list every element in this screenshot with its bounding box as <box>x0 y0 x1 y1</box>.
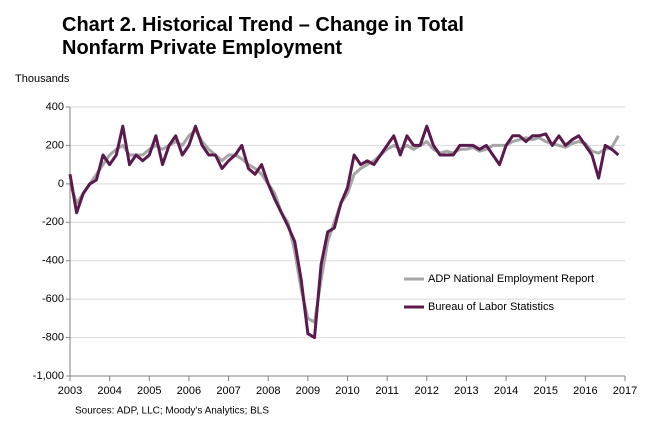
x-tick-label: 2014 <box>494 385 518 397</box>
x-tick-label: 2010 <box>335 385 359 397</box>
y-tick-label: -1,000 <box>33 370 64 382</box>
y-axis-label: Thousands <box>15 73 70 85</box>
legend-label: ADP National Employment Report <box>428 273 594 285</box>
y-tick-label: -400 <box>42 255 64 267</box>
x-tick-label: 2005 <box>137 385 161 397</box>
y-tick-label: 0 <box>58 178 64 190</box>
x-tick-label: 2011 <box>375 385 399 397</box>
chart-title: Chart 2. Historical Trend – Change in To… <box>62 14 464 59</box>
legend-label: Bureau of Labor Statistics <box>428 301 554 313</box>
y-tick-label: 400 <box>46 101 64 113</box>
x-tick-label: 2009 <box>296 385 320 397</box>
x-tick-label: 2017 <box>613 385 637 397</box>
series-line <box>68 128 620 324</box>
x-tick-label: 2012 <box>415 385 439 397</box>
x-tick-label: 2007 <box>216 385 240 397</box>
y-tick-label: -200 <box>42 216 64 228</box>
x-tick-label: 2006 <box>177 385 201 397</box>
x-tick-label: 2013 <box>454 385 478 397</box>
x-tick-label: 2003 <box>58 385 82 397</box>
x-tick-label: 2004 <box>97 385 121 397</box>
y-tick-label: -800 <box>42 331 64 343</box>
source-note: Sources: ADP, LLC; Moody's Analytics; BL… <box>75 406 269 417</box>
x-tick-label: 2015 <box>533 385 557 397</box>
x-tick-label: 2008 <box>256 385 280 397</box>
y-tick-label: 200 <box>46 139 64 151</box>
x-tick-label: 2016 <box>573 385 597 397</box>
y-tick-label: -600 <box>42 293 64 305</box>
series-line <box>68 124 620 340</box>
